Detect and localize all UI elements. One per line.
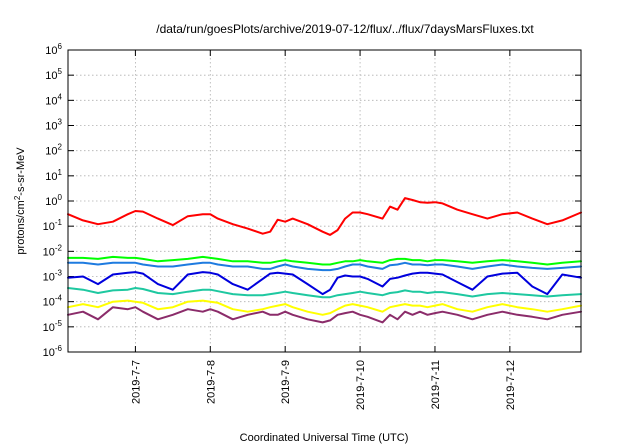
y-tick-layer: 10-6 10-5 10-4 10-3 10-2 10-1 100 101 102 103 104 1… [43,42,581,359]
y-tick-label: 10-2 [43,243,63,258]
plot-frame [67,49,582,353]
y-tick-label: 105 [45,67,62,82]
x-tick-label: 2019-7-10 [355,360,367,410]
series-line-4 [67,271,582,296]
series-line-1 [67,197,582,236]
series-layer [67,197,582,324]
x-axis-label: Coordinated Universal Time (UTC) [240,432,409,444]
y-tick-label: 10-1 [43,218,63,233]
x-tick-label: 2019-7-7 [130,360,142,404]
series-line-6 [67,299,582,316]
y-tick-label: 100 [45,193,62,208]
series-line-3 [67,261,582,272]
x-tick-label: 2019-7-12 [505,360,517,410]
x-tick-label: 2019-7-11 [430,360,442,409]
y-tick-label: 10-5 [43,319,63,334]
y-tick-label: 10-6 [43,344,63,359]
y-tick-label: 104 [45,92,62,107]
y-tick-label: 102 [45,143,62,158]
series-line-5 [67,287,582,299]
x-tick-layer: 2019-7-7 2019-7-8 2019-7-9 2019-7-10 2019-7-… [130,50,517,410]
y-tick-label: 103 [45,118,62,133]
x-tick-label: 2019-7-8 [205,360,217,404]
series-line-7 [67,306,582,324]
y-axis-label: protons/cm2-s-sr-MeV [13,147,27,255]
chart-title: /data/run/goesPlots/archive/2019-07-12/f… [156,22,534,36]
x-tick-label: 2019-7-9 [280,360,292,404]
y-tick-label: 106 [45,42,62,57]
series-line-2 [67,255,582,266]
y-tick-label: 101 [45,168,62,183]
y-tick-label: 10-4 [43,294,63,309]
grid-layer [68,50,581,352]
y-tick-label: 10-3 [43,269,63,284]
